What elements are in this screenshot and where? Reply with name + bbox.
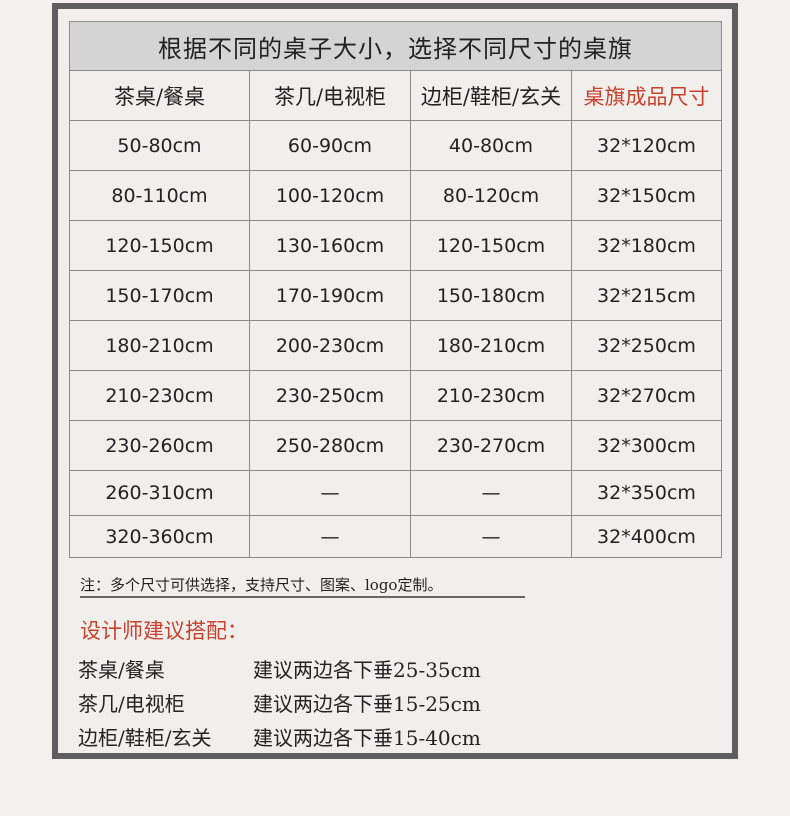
table-row: 230-260cm 250-280cm 230-270cm 32*300cm	[69, 420, 722, 471]
table-cell: 180-210cm	[410, 320, 572, 371]
table-cell: 80-110cm	[69, 170, 250, 221]
designer-title: 设计师建议搭配：	[80, 619, 248, 643]
table-cell: 32*270cm	[571, 370, 722, 421]
table-cell: 230-250cm	[249, 370, 411, 421]
table-cell: 210-230cm	[410, 370, 572, 421]
table-cell: 250-280cm	[249, 420, 411, 471]
size-table: 根据不同的桌子大小，选择不同尺寸的桌旗 茶桌/餐桌 茶几/电视柜 边柜/鞋柜/玄…	[69, 21, 722, 558]
table-cell: 200-230cm	[249, 320, 411, 371]
suggestion-text: 建议两边各下垂15-40cm	[253, 726, 481, 750]
table-cell: 130-160cm	[249, 220, 411, 271]
suggestion-text: 建议两边各下垂15-25cm	[253, 692, 481, 716]
table-cell: 32*250cm	[571, 320, 722, 371]
table-cell: 60-90cm	[249, 120, 411, 171]
suggestion-text: 建议两边各下垂25-35cm	[253, 658, 481, 682]
table-title: 根据不同的桌子大小，选择不同尺寸的桌旗	[69, 21, 722, 71]
header-row: 茶桌/餐桌 茶几/电视柜 边柜/鞋柜/玄关 桌旗成品尺寸	[69, 70, 722, 121]
table-cell: 32*150cm	[571, 170, 722, 221]
table-cell: 32*180cm	[571, 220, 722, 271]
table-row: 50-80cm 60-90cm 40-80cm 32*120cm	[69, 120, 722, 171]
suggestion-item: 边柜/鞋柜/玄关 建议两边各下垂15-40cm	[78, 722, 481, 751]
table-cell: 210-230cm	[69, 370, 250, 421]
table-row: 80-110cm 100-120cm 80-120cm 32*150cm	[69, 170, 722, 221]
suggestion-type: 茶几/电视柜	[78, 692, 185, 716]
table-row: 150-170cm 170-190cm 150-180cm 32*215cm	[69, 270, 722, 321]
header-tea-table: 茶桌/餐桌	[69, 70, 250, 121]
suggestion-item: 茶桌/餐桌 建议两边各下垂25-35cm	[78, 654, 481, 683]
table-cell: 120-150cm	[410, 220, 572, 271]
table-cell: 230-270cm	[410, 420, 572, 471]
header-side-cabinet: 边柜/鞋柜/玄关	[410, 70, 572, 121]
table-row: 260-310cm — —32*350cm	[69, 470, 722, 516]
header-runner-size: 桌旗成品尺寸	[571, 70, 722, 121]
table-cell: 230-260cm	[69, 420, 250, 471]
suggestion-type: 边柜/鞋柜/玄关	[78, 726, 212, 750]
size-chart-frame: 根据不同的桌子大小，选择不同尺寸的桌旗 茶桌/餐桌 茶几/电视柜 边柜/鞋柜/玄…	[52, 3, 738, 759]
table-cell: 32*215cm	[571, 270, 722, 321]
table-cell: 40-80cm	[410, 120, 572, 171]
table-cell: 50-80cm	[69, 120, 250, 171]
table-cell: 120-150cm	[69, 220, 250, 271]
suggestion-item: 茶几/电视柜 建议两边各下垂15-25cm	[78, 688, 481, 717]
table-row: 120-150cm 130-160cm 120-150cm 32*180cm	[69, 220, 722, 271]
table-cell: 100-120cm	[249, 170, 411, 221]
table-cell: —	[249, 470, 411, 516]
table-cell: —	[410, 470, 572, 516]
table-cell: 80-120cm	[410, 170, 572, 221]
table-cell: 260-310cm	[69, 470, 250, 516]
table-row: 320-360cm — —32*400cm	[69, 515, 722, 558]
table-row: 180-210cm 200-230cm 180-210cm 32*250cm	[69, 320, 722, 371]
note: 注：多个尺寸可供选择，支持尺寸、图案、logo定制。	[80, 574, 525, 598]
table-cell: 32*300cm	[571, 420, 722, 471]
header-coffee-table: 茶几/电视柜	[249, 70, 411, 121]
table-cell: 32*120cm	[571, 120, 722, 171]
suggestion-type: 茶桌/餐桌	[78, 658, 165, 682]
table-cell: 180-210cm	[69, 320, 250, 371]
table-cell: 170-190cm	[249, 270, 411, 321]
table-cell: 150-180cm	[410, 270, 572, 321]
table-cell: —	[410, 515, 572, 558]
table-cell: 32*350cm	[571, 470, 722, 516]
table-cell: —	[249, 515, 411, 558]
table-cell: 320-360cm	[69, 515, 250, 558]
table-row: 210-230cm 230-250cm 210-230cm 32*270cm	[69, 370, 722, 421]
table-cell: 150-170cm	[69, 270, 250, 321]
table-cell: 32*400cm	[571, 515, 722, 558]
